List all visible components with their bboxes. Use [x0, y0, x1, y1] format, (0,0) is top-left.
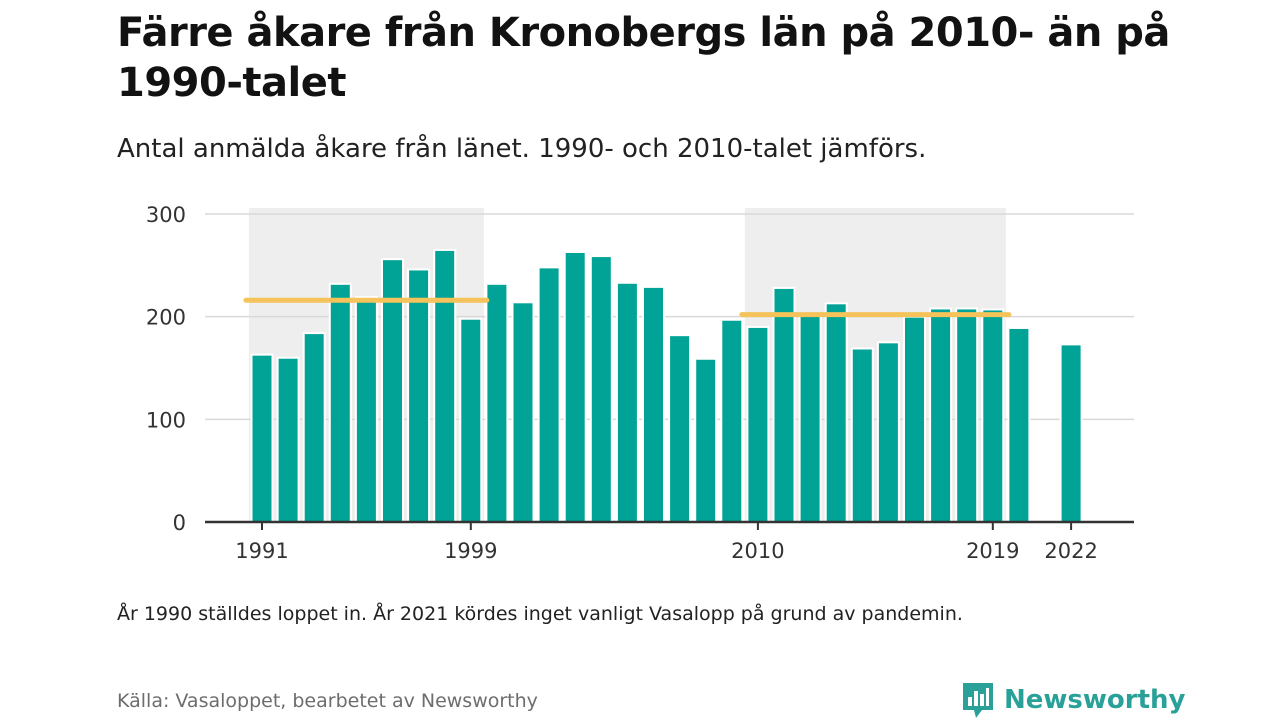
bar-2001: [511, 301, 535, 523]
bar-2017: [929, 307, 953, 523]
y-tick-label: 100: [146, 408, 186, 432]
bar-2020: [1007, 326, 1031, 523]
chart-note: År 1990 ställdes loppet in. År 2021 körd…: [117, 603, 963, 625]
bar-1995: [354, 296, 378, 523]
y-tick-label: 0: [173, 511, 186, 535]
x-tick-label: 1999: [444, 539, 497, 563]
newsworthy-logo-icon: [963, 683, 993, 718]
x-tick-label: 2010: [731, 539, 784, 563]
bar-2016: [903, 315, 926, 523]
source-text: Källa: Vasaloppet, bearbetet av Newswort…: [117, 690, 538, 712]
bar-2004: [589, 255, 613, 523]
brand-logo[interactable]: Newsworthy: [960, 680, 1185, 720]
bar-1991: [250, 353, 274, 523]
bar-2011: [772, 286, 796, 524]
x-tick-label: 1991: [235, 539, 288, 563]
bar-2000: [485, 282, 509, 523]
bar-2002: [537, 266, 561, 523]
bar-2008: [694, 357, 718, 524]
bar-2009: [720, 318, 744, 523]
bar-1993: [302, 332, 326, 523]
bar-1999: [459, 317, 483, 523]
bar-2003: [563, 250, 587, 523]
bar-2005: [615, 281, 639, 523]
bar-1997: [407, 268, 431, 523]
bar-2015: [876, 341, 900, 524]
bar-2014: [850, 347, 874, 524]
bar-chart: 0 100 200 300 1991 1999 2010 2019 2022: [146, 203, 1134, 563]
x-tick-label: 2019: [966, 539, 1019, 563]
chart-subtitle: Antal anmälda åkare från länet. 1990- oc…: [117, 134, 927, 164]
bar-2010: [746, 325, 770, 523]
bar-1994: [328, 282, 352, 523]
y-tick-label: 300: [146, 203, 186, 227]
brand-name: Newsworthy: [1004, 685, 1186, 715]
bar-2018: [955, 307, 979, 523]
y-tick-label: 200: [146, 306, 186, 330]
bar-1992: [276, 356, 300, 523]
bar-1998: [433, 248, 457, 524]
bar-2012: [798, 312, 822, 523]
bar-2013: [824, 302, 848, 523]
chart-title: Färre åkare från Kronobergs län på 2010-…: [117, 10, 1170, 106]
x-tick-label: 2022: [1044, 539, 1097, 563]
bar-2007: [668, 334, 692, 523]
bar-2006: [642, 285, 665, 524]
bar-2019: [981, 308, 1005, 524]
bar-2022: [1059, 343, 1083, 523]
